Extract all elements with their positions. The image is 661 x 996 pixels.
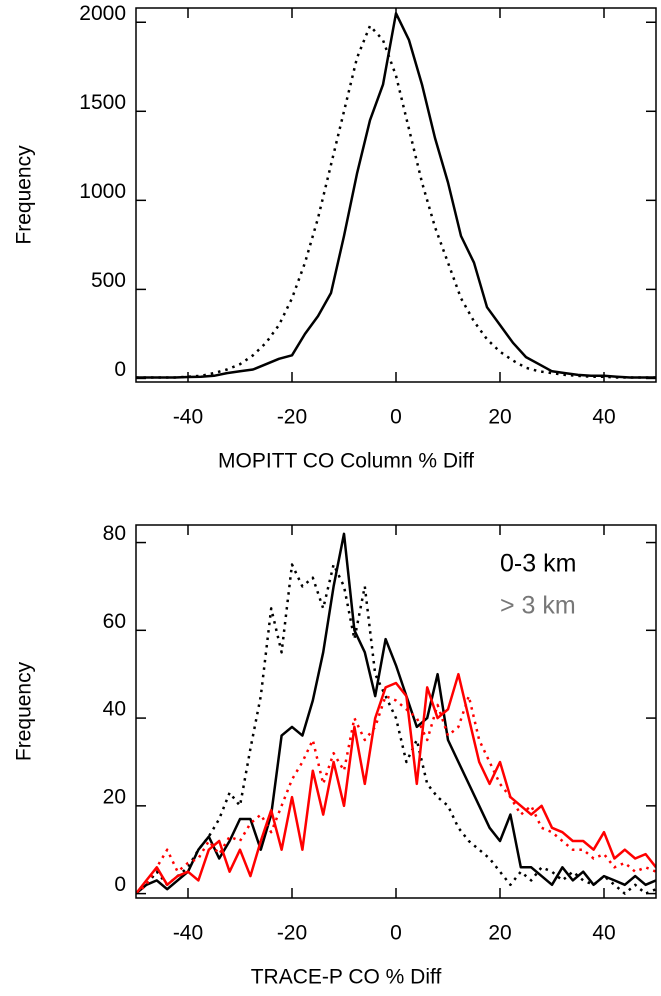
legend-text: > 3 km bbox=[500, 592, 576, 620]
y-tick-label: 500 bbox=[91, 269, 126, 292]
data-line bbox=[136, 563, 656, 895]
x-tick-label: 20 bbox=[488, 406, 511, 429]
data-line bbox=[136, 672, 656, 895]
y-tick-label: 0 bbox=[114, 873, 126, 896]
y-tick-label: 60 bbox=[103, 610, 126, 633]
y-tick-label: 2000 bbox=[79, 2, 126, 25]
y-tick-label: 0 bbox=[114, 358, 126, 381]
plot-frame bbox=[135, 7, 657, 383]
y-tick-label: 1500 bbox=[79, 91, 126, 114]
x-tick-label: 40 bbox=[592, 406, 615, 429]
x-tick-label: -40 bbox=[173, 922, 203, 945]
y-axis-label: Frequency bbox=[13, 661, 36, 761]
legend-text: 0-3 km bbox=[500, 550, 576, 578]
y-tick-label: 80 bbox=[103, 522, 126, 545]
x-tick-label: -20 bbox=[277, 406, 307, 429]
y-axis-label: Frequency bbox=[13, 145, 36, 245]
y-tick-label: 40 bbox=[103, 698, 126, 721]
x-axis-label: MOPITT CO Column % Diff bbox=[218, 450, 474, 473]
data-line bbox=[136, 694, 656, 895]
data-line bbox=[136, 12, 656, 379]
x-tick-label: 0 bbox=[390, 406, 402, 429]
x-tick-label: 0 bbox=[390, 922, 402, 945]
y-tick-label: 1000 bbox=[79, 180, 126, 203]
x-tick-label: -40 bbox=[173, 406, 203, 429]
x-axis-label: TRACE-P CO % Diff bbox=[251, 966, 442, 989]
x-tick-label: 20 bbox=[488, 922, 511, 945]
data-line bbox=[136, 532, 656, 895]
x-tick-label: 40 bbox=[592, 922, 615, 945]
data-line bbox=[136, 24, 656, 379]
x-tick-label: -20 bbox=[277, 922, 307, 945]
y-tick-label: 20 bbox=[103, 785, 126, 808]
